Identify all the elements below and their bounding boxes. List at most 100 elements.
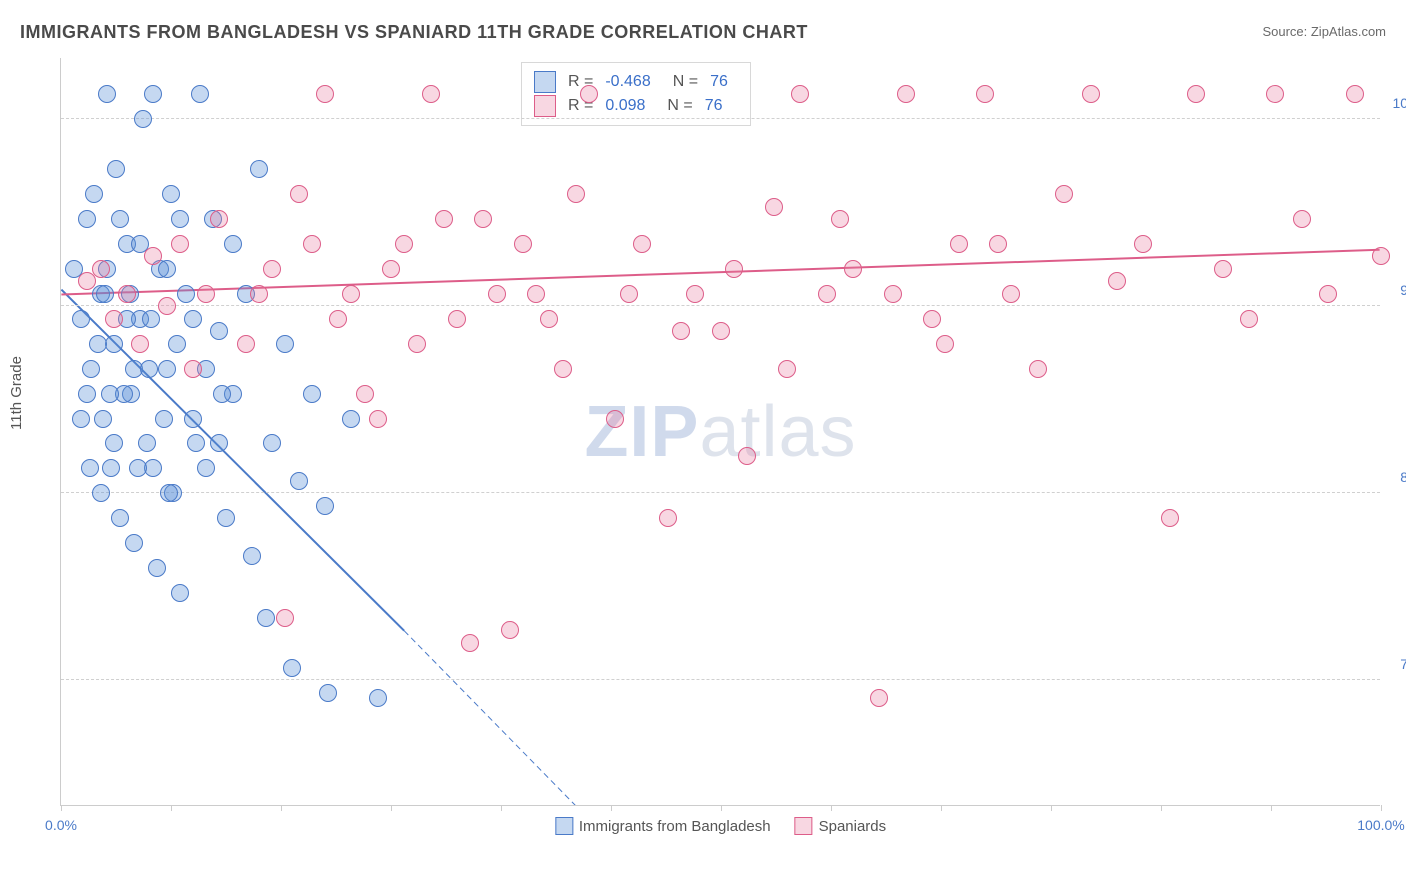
data-point bbox=[1266, 85, 1284, 103]
chart-title: IMMIGRANTS FROM BANGLADESH VS SPANIARD 1… bbox=[20, 22, 808, 43]
data-point bbox=[98, 85, 116, 103]
data-point bbox=[85, 185, 103, 203]
gridline bbox=[61, 679, 1380, 680]
data-point bbox=[111, 509, 129, 527]
data-point bbox=[884, 285, 902, 303]
data-point bbox=[92, 484, 110, 502]
data-point bbox=[96, 285, 114, 303]
y-tick-label: 85.0% bbox=[1385, 469, 1406, 485]
data-point bbox=[283, 659, 301, 677]
legend-row: R =-0.468N =76 bbox=[534, 71, 738, 93]
data-point bbox=[81, 459, 99, 477]
data-point bbox=[897, 85, 915, 103]
n-value: 76 bbox=[705, 97, 723, 115]
data-point bbox=[342, 410, 360, 428]
data-point bbox=[171, 210, 189, 228]
data-point bbox=[316, 85, 334, 103]
data-point bbox=[89, 335, 107, 353]
data-point bbox=[243, 547, 261, 565]
data-point bbox=[540, 310, 558, 328]
x-tick bbox=[61, 805, 62, 811]
data-point bbox=[514, 235, 532, 253]
legend-label: Spaniards bbox=[819, 818, 887, 835]
data-point bbox=[197, 285, 215, 303]
data-point bbox=[712, 322, 730, 340]
legend-swatch bbox=[534, 71, 556, 93]
data-point bbox=[738, 447, 756, 465]
data-point bbox=[290, 185, 308, 203]
data-point bbox=[989, 235, 1007, 253]
data-point bbox=[1319, 285, 1337, 303]
data-point bbox=[171, 584, 189, 602]
data-point bbox=[831, 210, 849, 228]
data-point bbox=[950, 235, 968, 253]
data-point bbox=[1187, 85, 1205, 103]
data-point bbox=[659, 509, 677, 527]
data-point bbox=[168, 335, 186, 353]
data-point bbox=[290, 472, 308, 490]
data-point bbox=[1029, 360, 1047, 378]
data-point bbox=[1161, 509, 1179, 527]
n-value: 76 bbox=[710, 73, 728, 91]
x-tick bbox=[941, 805, 942, 811]
data-point bbox=[105, 434, 123, 452]
data-point bbox=[72, 410, 90, 428]
gridline bbox=[61, 492, 1380, 493]
x-tick bbox=[1271, 805, 1272, 811]
x-tick bbox=[831, 805, 832, 811]
data-point bbox=[1134, 235, 1152, 253]
data-point bbox=[976, 85, 994, 103]
data-point bbox=[1055, 185, 1073, 203]
series-legend: Immigrants from BangladeshSpaniards bbox=[555, 817, 886, 835]
legend-swatch bbox=[534, 95, 556, 117]
n-label: N = bbox=[673, 73, 698, 91]
x-tick bbox=[721, 805, 722, 811]
gridline bbox=[61, 118, 1380, 119]
data-point bbox=[250, 160, 268, 178]
data-point bbox=[144, 459, 162, 477]
data-point bbox=[435, 210, 453, 228]
data-point bbox=[369, 689, 387, 707]
data-point bbox=[936, 335, 954, 353]
correlation-legend: R =-0.468N =76R =0.098N =76 bbox=[521, 62, 751, 126]
data-point bbox=[686, 285, 704, 303]
y-tick-label: 77.5% bbox=[1385, 656, 1406, 672]
data-point bbox=[580, 85, 598, 103]
legend-swatch bbox=[795, 817, 813, 835]
data-point bbox=[342, 285, 360, 303]
data-point bbox=[105, 335, 123, 353]
data-point bbox=[1108, 272, 1126, 290]
data-point bbox=[527, 285, 545, 303]
data-point bbox=[461, 634, 479, 652]
y-tick-label: 92.5% bbox=[1385, 282, 1406, 298]
data-point bbox=[319, 684, 337, 702]
data-point bbox=[177, 285, 195, 303]
data-point bbox=[94, 410, 112, 428]
data-point bbox=[725, 260, 743, 278]
data-point bbox=[923, 310, 941, 328]
data-point bbox=[224, 235, 242, 253]
x-tick bbox=[611, 805, 612, 811]
data-point bbox=[672, 322, 690, 340]
data-point bbox=[606, 410, 624, 428]
data-point bbox=[184, 360, 202, 378]
data-point bbox=[422, 85, 440, 103]
legend-row: R =0.098N =76 bbox=[534, 95, 738, 117]
chart-plot-area: ZIPatlas R =-0.468N =76R =0.098N =76 Imm… bbox=[60, 58, 1380, 806]
data-point bbox=[448, 310, 466, 328]
data-point bbox=[633, 235, 651, 253]
data-point bbox=[250, 285, 268, 303]
n-label: N = bbox=[667, 97, 692, 115]
data-point bbox=[197, 459, 215, 477]
data-point bbox=[369, 410, 387, 428]
data-point bbox=[276, 609, 294, 627]
data-point bbox=[356, 385, 374, 403]
data-point bbox=[1293, 210, 1311, 228]
x-tick bbox=[1381, 805, 1382, 811]
data-point bbox=[263, 260, 281, 278]
data-point bbox=[408, 335, 426, 353]
x-tick bbox=[391, 805, 392, 811]
watermark: ZIPatlas bbox=[584, 391, 856, 473]
source-label: Source: ZipAtlas.com bbox=[1262, 24, 1386, 39]
data-point bbox=[140, 360, 158, 378]
